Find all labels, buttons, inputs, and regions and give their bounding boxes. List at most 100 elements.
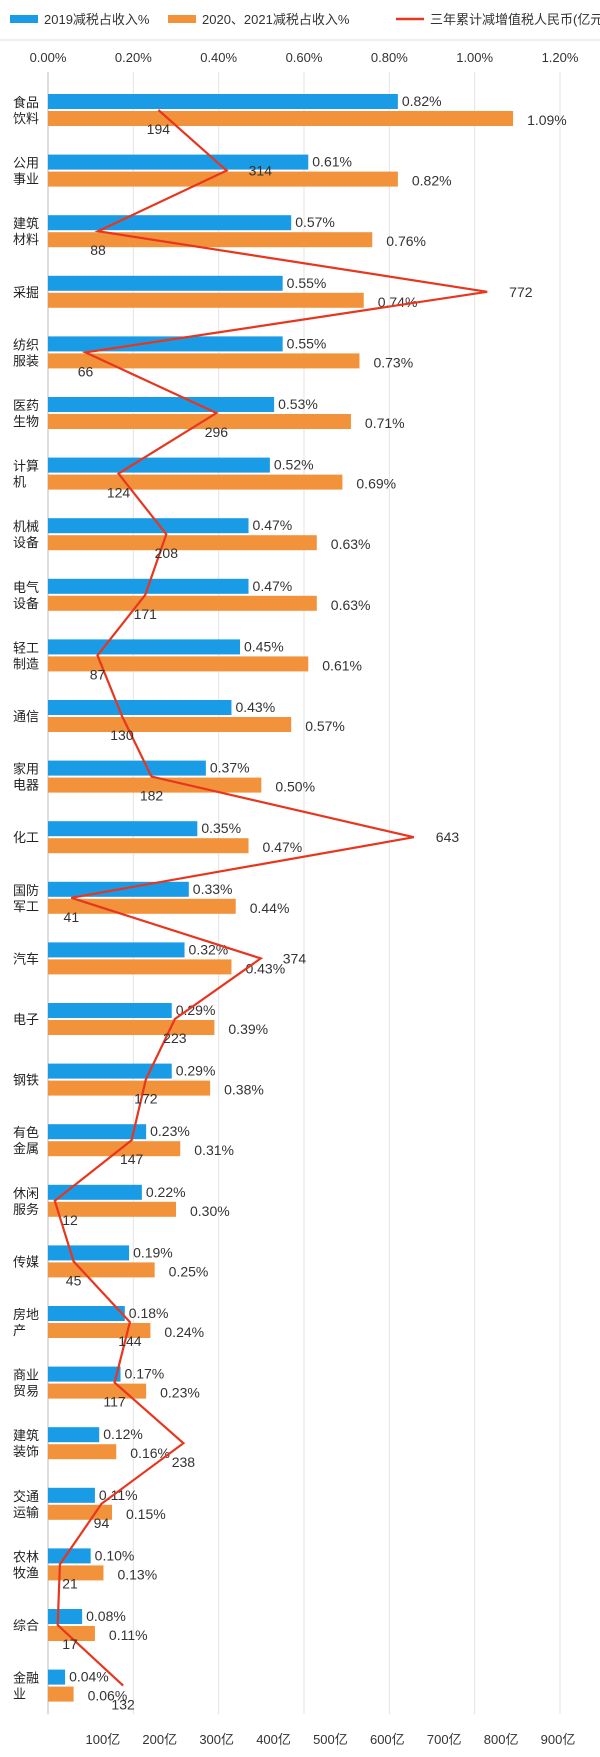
line-value-label: 374 [283, 950, 307, 966]
line-value-label: 17 [62, 1636, 78, 1652]
category-label: 建筑 [13, 216, 39, 231]
bar-2020-2021-value-label: 0.44% [250, 900, 290, 916]
x-top-tick-label: 1.20% [542, 50, 579, 65]
bar-2020-2021 [48, 1262, 155, 1277]
bar-2019-value-label: 0.23% [150, 1123, 190, 1139]
category-label: 事业 [13, 172, 39, 187]
line-value-label: 296 [205, 424, 229, 440]
bar-2019 [48, 276, 283, 291]
bar-2019-value-label: 0.55% [287, 335, 327, 351]
bar-2019-value-label: 0.08% [86, 1608, 126, 1624]
bar-2020-2021-value-label: 0.11% [109, 1627, 148, 1643]
category-label: 制造 [13, 656, 39, 671]
bar-2020-2021-value-label: 0.63% [331, 597, 371, 613]
category-label: 综合 [13, 1618, 39, 1633]
category-label: 材料 [13, 232, 39, 247]
bar-2019 [48, 821, 197, 836]
category-label: 业 [13, 1687, 26, 1702]
x-bottom-tick-label: 600亿 [370, 1732, 405, 1747]
bar-2019-value-label: 0.17% [125, 1366, 165, 1382]
category-label: 公用 [13, 156, 39, 171]
line-value-label: 21 [62, 1575, 78, 1591]
line-value-label: 144 [118, 1333, 142, 1349]
category-label: 国防 [13, 883, 39, 898]
bar-2020-2021-value-label: 0.76% [386, 233, 426, 249]
bar-2020-2021 [48, 172, 398, 187]
category-label: 轻工 [13, 640, 39, 655]
bar-2020-2021 [48, 1020, 214, 1035]
bar-2019 [48, 1670, 65, 1685]
bar-2020-2021 [48, 656, 308, 671]
line-value-label: 66 [78, 363, 94, 379]
line-value-label: 87 [90, 666, 106, 682]
bar-2019 [48, 942, 185, 957]
line-value-label: 171 [134, 606, 158, 622]
bar-2020-2021-value-label: 0.13% [117, 1566, 157, 1582]
bar-2020-2021-value-label: 0.47% [263, 839, 303, 855]
category-label: 电气 [13, 580, 39, 595]
bar-2020-2021-value-label: 0.63% [331, 536, 371, 552]
bar-2019 [48, 1488, 95, 1503]
line-value-label: 223 [163, 1030, 187, 1046]
bar-2019 [48, 761, 206, 776]
bar-2020-2021-value-label: 0.50% [275, 779, 315, 795]
category-label: 计算 [13, 459, 39, 474]
bar-2019-value-label: 0.82% [402, 93, 442, 109]
category-label: 贸易 [13, 1384, 39, 1399]
legend-swatch-0 [10, 15, 38, 23]
bar-2019-value-label: 0.32% [189, 941, 229, 957]
bar-2019-value-label: 0.47% [253, 517, 293, 533]
line-value-label: 124 [107, 485, 131, 501]
bar-2019-value-label: 0.61% [312, 154, 352, 170]
legend-label-0: 2019减税占收入% [44, 12, 150, 27]
line-value-label: 94 [94, 1515, 110, 1531]
bar-2019-value-label: 0.55% [287, 275, 327, 291]
category-label: 生物 [13, 414, 39, 429]
bar-2020-2021 [48, 959, 231, 974]
bar-2019 [48, 518, 249, 533]
bar-2019 [48, 1245, 129, 1260]
bar-2020-2021-value-label: 1.09% [527, 112, 567, 128]
bar-2020-2021 [48, 414, 351, 429]
bar-2020-2021 [48, 1081, 210, 1096]
bar-2020-2021-value-label: 0.30% [190, 1203, 230, 1219]
category-label: 医药 [13, 398, 39, 413]
bar-2019-value-label: 0.10% [95, 1547, 135, 1563]
x-top-tick-label: 0.40% [200, 50, 237, 65]
bar-2020-2021-value-label: 0.69% [356, 476, 396, 492]
bar-2019 [48, 1609, 82, 1624]
x-bottom-tick-label: 300亿 [199, 1732, 234, 1747]
category-label: 采掘 [13, 285, 39, 300]
bar-2020-2021-value-label: 0.39% [228, 1021, 268, 1037]
category-label: 装饰 [13, 1444, 39, 1459]
category-label: 设备 [13, 596, 39, 611]
category-label: 设备 [13, 535, 39, 550]
x-bottom-tick-label: 500亿 [313, 1732, 348, 1747]
bar-2020-2021-value-label: 0.24% [164, 1324, 204, 1340]
line-value-label: 45 [66, 1272, 82, 1288]
category-label: 牧渔 [13, 1565, 39, 1580]
x-top-tick-label: 0.80% [371, 50, 408, 65]
line-value-label: 172 [134, 1091, 158, 1107]
line-value-label: 132 [111, 1697, 135, 1713]
line-value-label: 117 [103, 1394, 126, 1410]
bar-2019 [48, 1003, 172, 1018]
category-label: 军工 [13, 899, 39, 914]
bar-2019-value-label: 0.43% [235, 699, 275, 715]
category-label: 服装 [13, 353, 39, 368]
category-label: 运输 [13, 1505, 39, 1520]
bar-2020-2021-value-label: 0.43% [245, 960, 285, 976]
bar-2019-value-label: 0.47% [253, 578, 293, 594]
category-label: 食品 [13, 95, 39, 110]
category-label: 机械 [13, 519, 39, 534]
x-top-tick-label: 0.00% [30, 50, 67, 65]
bar-2019-value-label: 0.18% [129, 1305, 169, 1321]
bar-2019 [48, 1427, 99, 1442]
legend-swatch-1 [168, 15, 196, 23]
x-top-tick-label: 0.60% [286, 50, 323, 65]
bar-2019-value-label: 0.33% [193, 881, 233, 897]
x-bottom-tick-label: 100亿 [86, 1732, 121, 1747]
bar-2020-2021 [48, 596, 317, 611]
